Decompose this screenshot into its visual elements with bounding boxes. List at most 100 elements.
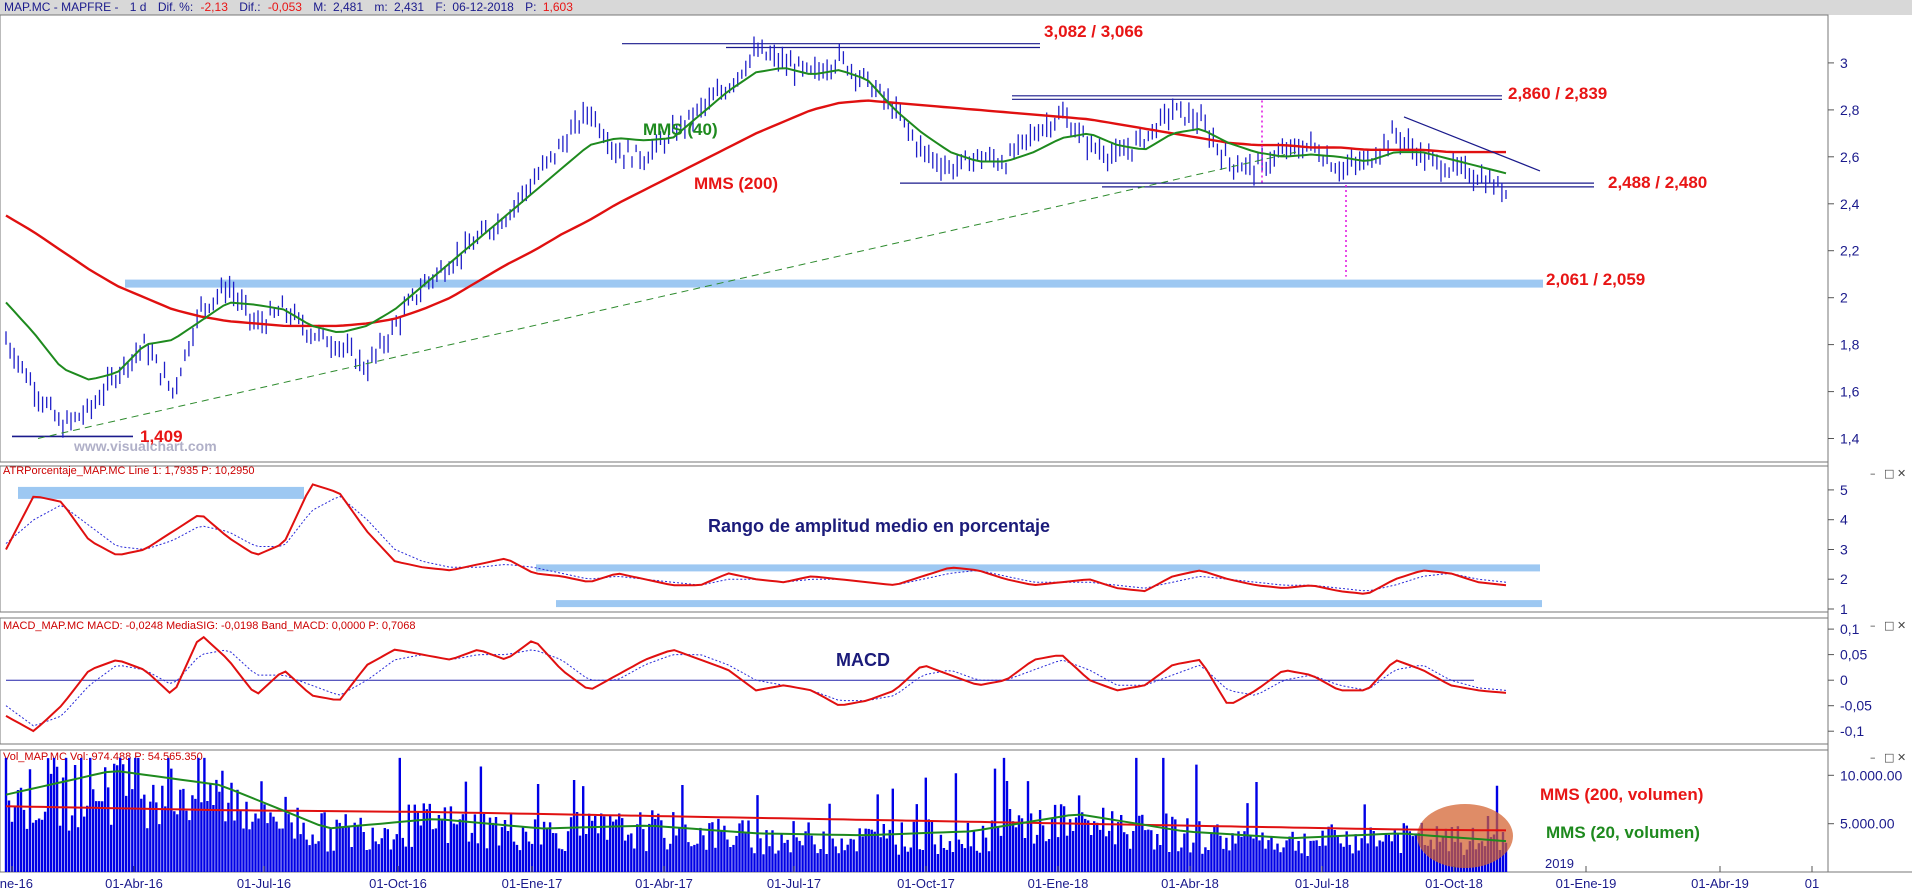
macd-tick-label: 0,1 — [1840, 621, 1860, 637]
max-value: 2,481 — [333, 0, 363, 14]
price-tick-label: 1,4 — [1840, 431, 1860, 447]
atr-signal-line — [5, 495, 1507, 592]
symbol-label: MAP.MC - MAPFRE - — [4, 0, 118, 14]
x-tick-label: 01-Oct-18 — [1425, 876, 1483, 891]
level-label-3082: 3,082 / 3,066 — [1044, 22, 1143, 41]
price-tick-label: 2,2 — [1840, 243, 1860, 259]
atr-panel: ATRPorcentaje_MAP.MC Line 1: 1,7935 P: 1… — [3, 465, 1848, 617]
panel-border-0 — [0, 14, 1829, 463]
atr-zone-lower — [556, 600, 1542, 608]
macd-tick-label: -0,05 — [1840, 698, 1872, 714]
watermark: www.visualchart.com — [73, 438, 217, 454]
atr-zone-upper — [536, 564, 1540, 572]
macd-signal-line — [5, 649, 1507, 727]
level-label-2488: 2,488 / 2,480 — [1608, 173, 1707, 192]
price-tick-label: 3 — [1840, 55, 1848, 71]
panel-border-2 — [0, 617, 1829, 745]
panel-frames — [0, 14, 1912, 873]
price-label: P: — [525, 0, 536, 14]
support-trendline — [37, 151, 1297, 439]
min-value: 2,431 — [394, 0, 424, 14]
price-tick-label: 1,6 — [1840, 384, 1860, 400]
mms200-line — [5, 99, 1506, 328]
atr-panel-title: ATRPorcentaje_MAP.MC Line 1: 1,7935 P: 1… — [3, 465, 255, 477]
dif-pct-label: Dif. %: — [158, 0, 193, 14]
x-tick-label: 01-Abr-18 — [1161, 876, 1219, 891]
minimize-icon[interactable]: – — [1870, 619, 1876, 632]
volume-mms200-line — [5, 805, 1507, 832]
macd-annotation: MACD — [836, 650, 890, 670]
volume-panel-title: Vol_MAP.MC Vol: 974.488 P: 54.565.350 — [3, 751, 203, 763]
maximize-icon[interactable]: □ — [1884, 467, 1894, 480]
resistance-trendline — [1403, 116, 1541, 172]
date-value: 06-12-2018 — [452, 0, 514, 14]
mms40-label: MMS (40) — [643, 120, 718, 139]
price-tick-label: 1,8 — [1840, 337, 1860, 353]
volume-mms20-label: MMS (20, volumen) — [1546, 823, 1700, 842]
x-tick-label: 01-Ene-18 — [1028, 876, 1089, 891]
level-label-2061: 2,061 / 2,059 — [1546, 270, 1645, 289]
price-tick-label: 2,6 — [1840, 149, 1860, 165]
price-y-axis: 1,4 1,6 1,8 2 2,2 2,4 2,6 2,8 3 — [1828, 55, 1860, 447]
price-tick-label: 2 — [1840, 290, 1848, 306]
support-zones — [125, 279, 1543, 288]
min-label: m: — [374, 0, 387, 14]
x-tick-label: 01-Ene-19 — [1556, 876, 1617, 891]
period-label: 1 d — [130, 0, 147, 14]
x-tick-label: 01-Jul-16 — [237, 876, 291, 891]
mms200-label: MMS (200) — [694, 174, 778, 193]
volume-mms200-label: MMS (200, volumen) — [1540, 785, 1703, 804]
close-icon[interactable]: ✕ — [1897, 751, 1906, 764]
low-label: 1,409 — [140, 427, 183, 446]
macd-tick-label: 0 — [1840, 672, 1848, 688]
max-label: M: — [313, 0, 326, 14]
atr-tick-label: 2 — [1840, 571, 1848, 587]
atr-line — [5, 483, 1507, 595]
window-controls[interactable]: – □ ✕– □ ✕– □ ✕ — [1870, 467, 1906, 764]
volume-tick-label: 10.000.00 — [1840, 767, 1902, 783]
x-tick-label: 01-Abr-16 — [105, 876, 163, 891]
price-tick-label: 2,8 — [1840, 102, 1860, 118]
x-tick-label: 01-Oct-17 — [897, 876, 955, 891]
maximize-icon[interactable]: □ — [1884, 751, 1894, 764]
date-label: F: — [435, 0, 446, 14]
x-tick-label: 01-Jul-18 — [1295, 876, 1349, 891]
price-bars — [5, 36, 1507, 438]
atr-y-axis: 1 2 3 4 5 — [1828, 482, 1848, 617]
minimize-icon[interactable]: – — [1870, 467, 1876, 480]
maximize-icon[interactable]: □ — [1884, 619, 1894, 632]
x-tick-label: 01-Abr-17 — [635, 876, 693, 891]
close-icon[interactable]: ✕ — [1897, 619, 1906, 632]
volume-y-axis: 10.000.00 5.000.00 — [1828, 767, 1902, 832]
volume-tick-label: 5.000.00 — [1840, 816, 1895, 832]
volume-highlight — [1417, 804, 1513, 868]
macd-tick-label: 0,05 — [1840, 647, 1867, 663]
dif-pct-value: -2,13 — [201, 0, 229, 14]
close-icon[interactable]: ✕ — [1897, 467, 1906, 480]
dif-value: -0,053 — [268, 0, 302, 14]
volume-panel: Vol_MAP.MC Vol: 974.488 P: 54.565.350 MM… — [3, 751, 1902, 872]
header-bar — [0, 0, 1912, 15]
level-lines — [12, 43, 1594, 438]
atr-zone-high — [18, 486, 304, 499]
x-tick-label: 01-Jul-17 — [767, 876, 821, 891]
atr-annotation: Rango de amplitud medio en porcentaje — [708, 516, 1050, 536]
x-tick-label: 01 — [1805, 876, 1819, 891]
zone-2061 — [125, 279, 1543, 288]
x-tick-label: 01-Ene-17 — [502, 876, 563, 891]
x-tick-label: 01-Abr-19 — [1691, 876, 1749, 891]
price-tick-label: 2,4 — [1840, 196, 1860, 212]
volume-mms20-line — [5, 770, 1507, 843]
volume-bars — [4, 757, 1508, 872]
macd-tick-label: -0,1 — [1840, 723, 1864, 739]
level-label-2860: 2,860 / 2,839 — [1508, 84, 1607, 103]
macd-panel-title: MACD_MAP.MC MACD: -0,0248 MediaSIG: -0,0… — [3, 620, 416, 632]
x-year-label: 2019 — [1545, 856, 1574, 871]
atr-tick-label: 3 — [1840, 542, 1848, 558]
price-panel: www.visualchart.com 1,409 3,082 / 3,066 … — [5, 22, 1860, 454]
x-tick-label: 01-Oct-16 — [369, 876, 427, 891]
macd-y-axis: 0,1 0,05 0 -0,05 -0,1 — [1828, 621, 1872, 739]
minimize-icon[interactable]: – — [1870, 751, 1876, 764]
macd-panel: MACD_MAP.MC MACD: -0,0248 MediaSIG: -0,0… — [3, 620, 1872, 739]
